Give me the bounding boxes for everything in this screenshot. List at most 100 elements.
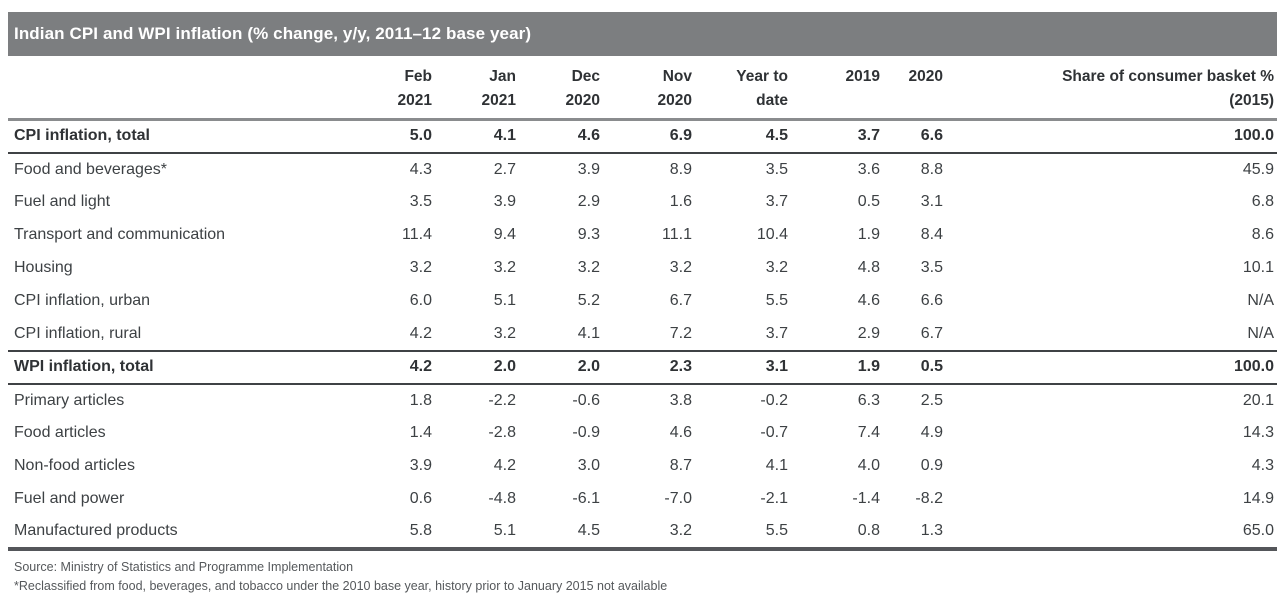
table-cell: -4.8 — [488, 490, 516, 507]
table-cell: 5.0 — [409, 127, 432, 145]
table-row: Fuel and power 0.6 -4.8 -6.1 -7.0 -2.1 -1.4 -8.… — [8, 483, 1277, 516]
table-cell: 8.6 — [1251, 226, 1274, 243]
table-cell: 6.3 — [857, 391, 880, 409]
table-row: Food and beverages* 4.3 2.7 3.9 8.9 3.5 3.6 8.8… — [8, 153, 1277, 186]
column-header: Dec 2020 — [516, 56, 600, 121]
table-row: Manufactured products 5.8 5.1 4.5 3.2 5.5 0.8 1… — [8, 516, 1277, 549]
table-cell: 3.1 — [765, 358, 788, 375]
row-label: Non-food articles — [14, 457, 135, 474]
column-header-line: 2020 — [657, 92, 692, 109]
table-cell: 6.7 — [920, 324, 943, 342]
table-row: Fuel and light 3.5 3.9 2.9 1.6 3.7 0.5 3.1 6.8 — [8, 186, 1277, 219]
table-cell: 11.4 — [402, 226, 432, 243]
column-header-line: 2021 — [481, 92, 516, 109]
table-cell: 4.9 — [920, 424, 943, 441]
table-body: CPI inflation, total 5.0 4.1 4.6 6.9 4.5 3.7 6.… — [8, 120, 1277, 549]
table-cell: 3.2 — [409, 259, 432, 276]
table-cell: 11.1 — [662, 226, 692, 243]
header-row: Feb 2021 Jan 2021 Dec 2020 Nov 2020 Year to date 2… — [8, 56, 1277, 121]
table-cell: 0.5 — [857, 193, 880, 210]
table-cell: -0.2 — [760, 391, 788, 409]
column-header: Feb 2021 — [350, 56, 432, 121]
row-label: Food articles — [14, 424, 106, 441]
table-cell: 0.9 — [920, 457, 943, 474]
column-header-line: Nov — [662, 68, 692, 85]
column-header-line: 2019 — [845, 68, 880, 85]
table-cell: 100.0 — [1233, 358, 1274, 375]
table-row: Non-food articles 3.9 4.2 3.0 8.7 4.1 4.0 0.9 4.… — [8, 450, 1277, 483]
table-cell: 3.2 — [493, 324, 516, 342]
column-header-line: Year to — [736, 68, 788, 85]
table-cell: 3.7 — [857, 127, 880, 145]
row-label: Manufactured products — [14, 522, 178, 539]
table-cell: 3.1 — [920, 193, 943, 210]
table-cell: 3.2 — [577, 259, 600, 276]
table-cell: 5.5 — [765, 522, 788, 539]
row-label: Housing — [14, 259, 73, 276]
table-cell: 4.2 — [493, 457, 516, 474]
table-cell: 0.6 — [409, 490, 432, 507]
table-cell: 4.1 — [493, 127, 516, 145]
table-cell: 0.8 — [857, 522, 880, 539]
table-cell: 4.6 — [669, 424, 692, 441]
column-header-line: 2020 — [908, 68, 943, 85]
table-cell: 4.6 — [857, 292, 880, 309]
reclassified-note: *Reclassified from food, beverages, and … — [14, 578, 668, 593]
table-cell: 7.4 — [857, 424, 880, 441]
column-header-line: Feb — [404, 68, 432, 85]
table-cell: 14.3 — [1242, 424, 1274, 441]
table-cell: 5.1 — [493, 292, 516, 309]
table-cell: 3.7 — [765, 193, 788, 210]
column-header-blank — [8, 56, 350, 121]
table-cell: 14.9 — [1242, 490, 1274, 507]
table-cell: 2.0 — [493, 358, 516, 375]
table-row: CPI inflation, rural 4.2 3.2 4.1 7.2 3.7 2.9 6.… — [8, 318, 1277, 351]
column-header: Share of consumer basket % (2015) — [943, 56, 1277, 121]
table-cell: 1.8 — [409, 391, 432, 409]
table-cell: 20.1 — [1242, 391, 1274, 409]
table-cell: N/A — [1247, 292, 1274, 309]
column-header-line: 2020 — [565, 92, 600, 109]
table-cell: 2.0 — [577, 358, 600, 375]
table-cell: 65.0 — [1242, 522, 1274, 539]
table-cell: 4.8 — [857, 259, 880, 276]
inflation-table-figure: Indian CPI and WPI inflation (% change, … — [8, 12, 1277, 596]
table-row: Housing 3.2 3.2 3.2 3.2 3.2 4.8 3.5 10.1 — [8, 252, 1277, 285]
table-cell: 4.1 — [577, 324, 600, 342]
table-cell: 4.2 — [409, 324, 432, 342]
table-row: Transport and communication 11.4 9.4 9.3 11.… — [8, 219, 1277, 252]
table-cell: 3.5 — [920, 259, 943, 276]
table-cell: -0.9 — [572, 424, 600, 441]
table-cell: 1.3 — [920, 522, 943, 539]
table-cell: 2.9 — [857, 324, 880, 342]
table-cell: 3.2 — [669, 522, 692, 539]
column-header-line: date — [756, 92, 788, 109]
table-cell: 7.2 — [669, 324, 692, 342]
row-label: Fuel and light — [14, 193, 111, 210]
table-cell: -1.4 — [852, 490, 880, 507]
row-label: Transport and communication — [14, 226, 226, 243]
table-cell: 1.6 — [669, 193, 692, 210]
table-cell: 5.1 — [493, 522, 516, 539]
table-cell: 4.6 — [577, 127, 600, 145]
table-cell: -2.2 — [488, 391, 516, 409]
column-header: Jan 2021 — [432, 56, 516, 121]
table-cell: -7.0 — [664, 490, 692, 507]
row-label: CPI inflation, urban — [14, 292, 151, 309]
table-cell: 8.7 — [669, 457, 692, 474]
table-cell: 9.3 — [577, 226, 600, 243]
table-cell: 2.5 — [920, 391, 943, 409]
table-cell: 3.9 — [409, 457, 432, 474]
table-cell: -2.1 — [760, 490, 788, 507]
table-cell: 3.5 — [409, 193, 432, 210]
column-header-line: Jan — [489, 68, 516, 85]
table-title-bar: Indian CPI and WPI inflation (% change, … — [8, 12, 1277, 56]
row-label: Fuel and power — [14, 490, 125, 507]
column-header-line: 2021 — [397, 92, 432, 109]
table-cell: 3.2 — [493, 259, 516, 276]
table-cell: 1.4 — [409, 424, 432, 441]
table-cell: 6.6 — [920, 127, 943, 145]
table-row: CPI inflation, total 5.0 4.1 4.6 6.9 4.5 3.7 6.… — [8, 120, 1277, 153]
cpi-wpi-inflation-table: Feb 2021 Jan 2021 Dec 2020 Nov 2020 Year to date 2… — [8, 56, 1277, 551]
table-cell: 2.9 — [577, 193, 600, 210]
